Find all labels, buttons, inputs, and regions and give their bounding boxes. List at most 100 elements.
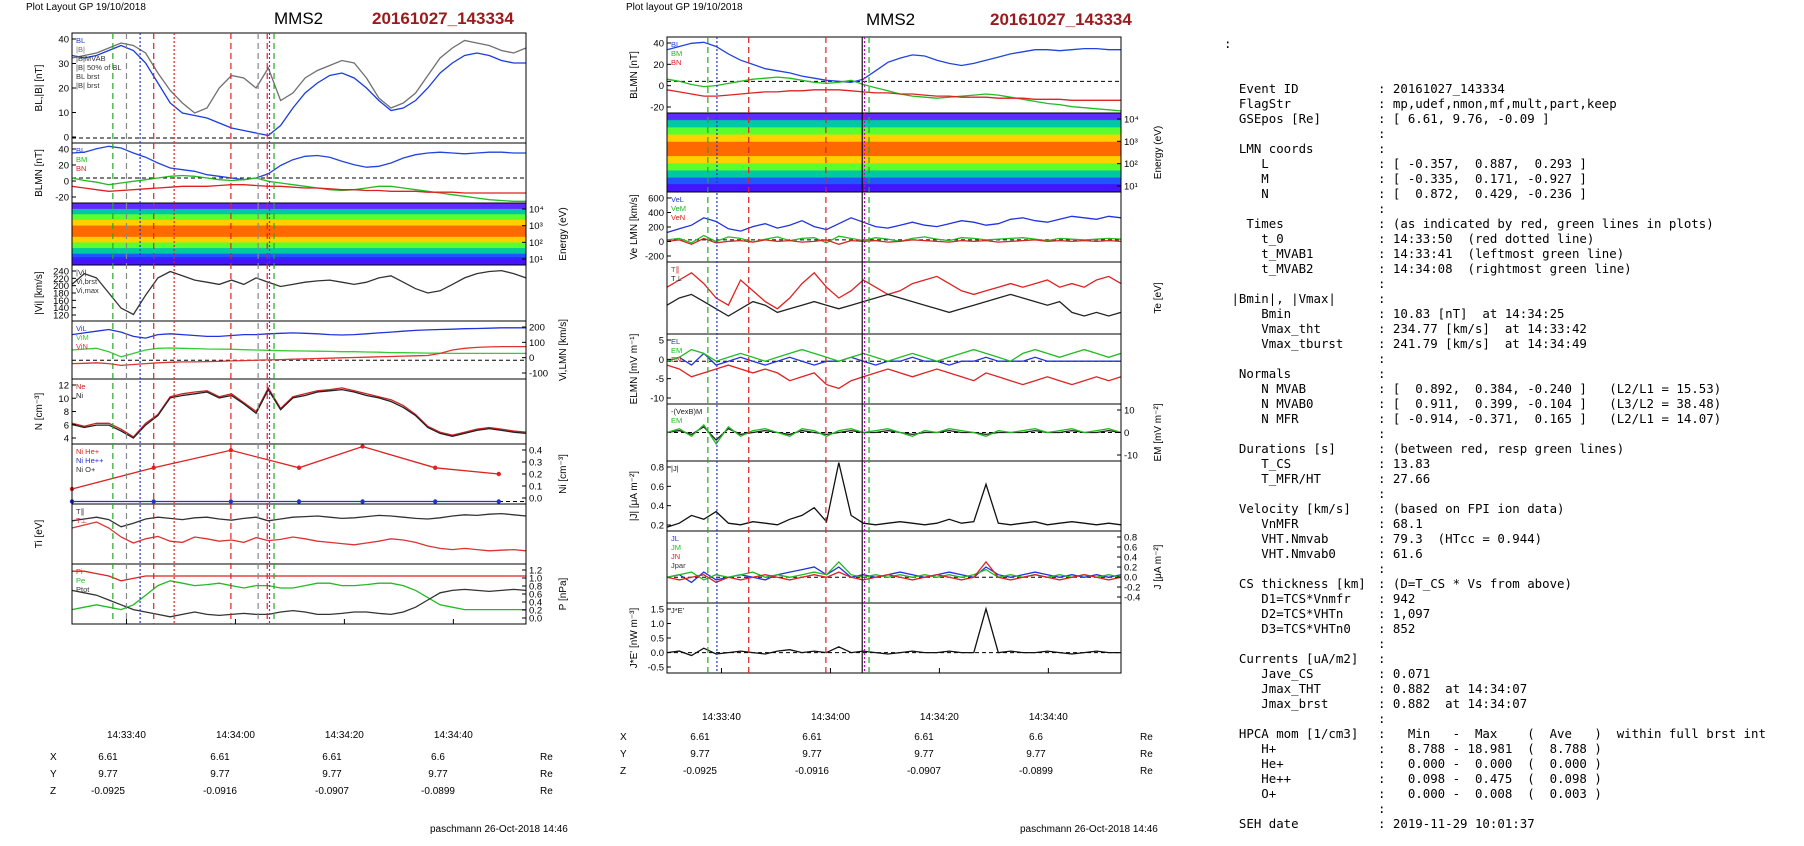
- summary-key: SEH date: [1224, 816, 1299, 831]
- summary-value: : (between red, resp green lines): [1378, 441, 1625, 456]
- panel: 10 0 -10 EM [mV m⁻²] -(VexB)MEM: [666, 403, 1164, 462]
- y-tick-label: 1.0: [651, 619, 664, 630]
- series-line: [71, 386, 527, 438]
- y-tick-label: 4: [64, 434, 69, 445]
- y-tick-label: 120: [53, 311, 69, 322]
- summary-key: |Bmin|, |Vmax|: [1224, 291, 1336, 306]
- x-tick-label: 14:34:20: [920, 712, 959, 723]
- y-tick-label: 0.4: [529, 598, 542, 609]
- pos-unit: Re: [1140, 749, 1153, 760]
- y-tick-label: 0.8: [1124, 533, 1137, 544]
- y-tick-label: 0: [64, 133, 69, 144]
- summary-rows: Event ID: 20161027_143334 FlagStr: mp,ud…: [1224, 81, 1800, 836]
- y-tick-label: 1.2: [529, 566, 542, 577]
- summary-row: VHT.Nmvab: 79.3 (HTcc = 0.944): [1224, 531, 1800, 546]
- plot-footer: paschmann 26-Oct-2018 14:46: [430, 824, 568, 835]
- series-line: [666, 271, 1122, 310]
- series-line: [666, 566, 1122, 584]
- x-tick-label: 14:34:00: [216, 730, 255, 741]
- pos-value: -0.0907: [907, 766, 941, 777]
- y-tick-label: 0.6: [651, 482, 664, 493]
- summary-value: : 10.83 [nT] at 14:34:25: [1378, 306, 1565, 321]
- series-line: [71, 174, 526, 202]
- y-tick-label: 200: [648, 223, 664, 234]
- pos-value: 9.77: [98, 769, 118, 780]
- series-line: [666, 560, 1122, 584]
- x-tick-label: 14:33:40: [702, 712, 741, 723]
- legend-entry: Vi,brst: [76, 277, 98, 286]
- spacecraft-label: MMS2: [274, 9, 323, 28]
- y-tick-label: 8: [64, 407, 69, 418]
- legend-entry: BL: [76, 36, 85, 45]
- y-tick-label: 140: [53, 303, 69, 314]
- series-line: [666, 364, 1122, 390]
- summary-key: Vmax_tht: [1224, 321, 1321, 336]
- pos-unit: Re: [540, 786, 553, 797]
- series-line: [666, 237, 1122, 246]
- pos-label: Z: [620, 766, 626, 777]
- spectrogram-band: [72, 257, 526, 265]
- summary-row: :: [1224, 276, 1800, 291]
- legend-entry: JL: [671, 534, 679, 543]
- y-tick-label: 160: [53, 296, 69, 307]
- pos-value: 6.61: [210, 752, 230, 763]
- summary-value: : 0.000 - 0.008 ( 0.003 ): [1378, 786, 1602, 801]
- pos-value: 9.77: [802, 749, 822, 760]
- summary-key: Currents [uA/m2]: [1224, 651, 1359, 666]
- spectrogram-band: [72, 236, 526, 243]
- spectrogram-band: [667, 177, 1121, 186]
- summary-row: O+ : 0.000 - 0.008 ( 0.003 ): [1224, 786, 1800, 801]
- data-point: [228, 499, 234, 504]
- summary-key: M: [1224, 171, 1269, 186]
- x-tick-label: 14:34:40: [1029, 712, 1068, 723]
- summary-value: :: [1378, 801, 1386, 816]
- spectrogram-band: [72, 253, 526, 260]
- y-tick-label: 20: [58, 84, 69, 95]
- y-tick-label: 240: [53, 267, 69, 278]
- y-tick-label: 10⁴: [529, 205, 544, 216]
- series-line: [71, 388, 527, 439]
- legend-entry: BL: [76, 146, 85, 155]
- summary-value: : 14:34:08 (rightmost green line): [1378, 261, 1632, 276]
- legend-entry: Ni He+: [76, 447, 100, 456]
- series-line: [71, 588, 527, 618]
- legend-entry: VeN: [671, 213, 685, 222]
- y-tick-label: 0.4: [651, 501, 664, 512]
- summary-key: N MVAB: [1224, 381, 1307, 396]
- summary-key: GSEpos [Re]: [1224, 111, 1321, 126]
- legend-entry: |B| brst: [76, 81, 100, 90]
- summary-key: N: [1224, 186, 1269, 201]
- y-axis-label: Ni [cm⁻³]: [558, 454, 569, 494]
- summary-value: :: [1378, 651, 1386, 666]
- summary-value: : Min - Max ( Ave ) within full brst int: [1378, 726, 1766, 741]
- data-point: [151, 499, 156, 504]
- y-tick-label: -200: [645, 252, 664, 263]
- y-axis-label: BLMN [nT]: [629, 51, 640, 99]
- y-tick-label: 0.2: [1124, 563, 1137, 574]
- spectrogram-band: [72, 242, 526, 249]
- legend-entry: |J|: [671, 464, 679, 473]
- summary-value: :: [1378, 636, 1386, 651]
- summary-value: : 0.882 at 14:34:07: [1378, 681, 1528, 696]
- y-axis-label: BL,|B| [nT]: [34, 64, 45, 111]
- summary-value: : [ 6.61, 9.76, -0.09 ]: [1378, 111, 1550, 126]
- summary-row: VHT.Nmvab0: 61.6: [1224, 546, 1800, 561]
- summary-key: T_CS: [1224, 456, 1292, 471]
- y-tick-label: 30: [58, 59, 69, 70]
- series-line: [666, 606, 1121, 657]
- data-point: [228, 448, 234, 453]
- series-line: [666, 41, 1121, 84]
- summary-value: : [ -0.357, 0.887, 0.293 ]: [1378, 156, 1587, 171]
- y-tick-label: 40: [653, 39, 664, 50]
- summary-key: O+: [1224, 786, 1277, 801]
- legend-entry: Ni O+: [76, 465, 96, 474]
- summary-key: T_MFR/HT: [1224, 471, 1321, 486]
- y-tick-label: -10: [1124, 451, 1138, 462]
- summary-row: t_MVAB2: 14:34:08 (rightmost green line): [1224, 261, 1800, 276]
- legend-entry: EN: [671, 355, 681, 364]
- summary-row: M: [ -0.335, 0.171, -0.927 ]: [1224, 171, 1800, 186]
